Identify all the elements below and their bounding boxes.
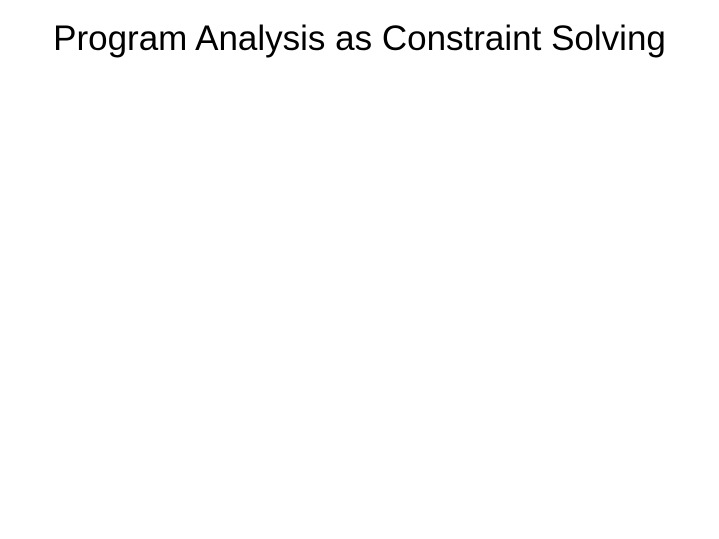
slide-container: Program Analysis as Constraint Solving [0, 0, 719, 539]
slide-title: Program Analysis as Constraint Solving [0, 0, 719, 60]
